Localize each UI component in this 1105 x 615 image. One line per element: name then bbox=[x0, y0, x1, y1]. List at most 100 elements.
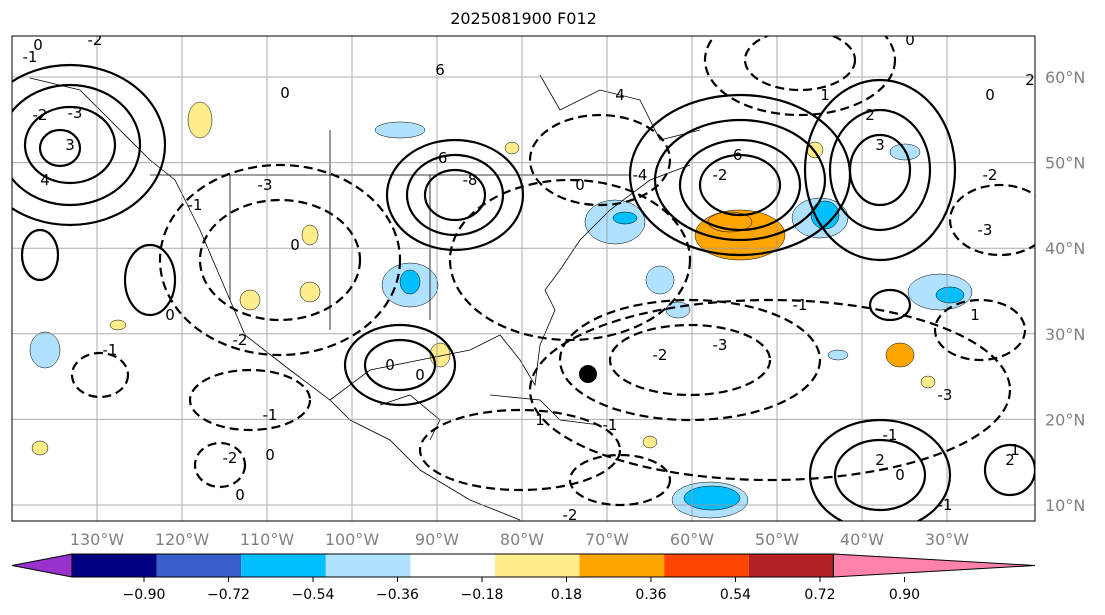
contour-label: -3 bbox=[713, 336, 728, 354]
colorbar-segment bbox=[325, 554, 411, 577]
positive-contour bbox=[20, 228, 60, 282]
contour-label: -1 bbox=[188, 196, 203, 214]
contour-label: -6 bbox=[433, 149, 448, 167]
anomaly-shading bbox=[29, 101, 973, 519]
longitude-label: 120°W bbox=[155, 530, 210, 549]
longitude-label: 130°W bbox=[70, 530, 125, 549]
colorbar-tick-label: 0.36 bbox=[635, 587, 666, 603]
colorbar-tick-label: 0.18 bbox=[551, 587, 582, 603]
latitude-label: 50°N bbox=[1045, 154, 1085, 173]
latitude-label: 60°N bbox=[1045, 68, 1085, 87]
longitude-label: 70°W bbox=[585, 530, 629, 549]
longitude-label: 100°W bbox=[325, 530, 380, 549]
longitude-label: 90°W bbox=[415, 530, 459, 549]
positive-contour bbox=[23, 105, 117, 185]
contour-labels: 0-1-2 -334-20-3-10-2-1-6-864-4-6-2032-2-3… bbox=[23, 31, 1035, 524]
positive-contour bbox=[848, 133, 912, 207]
plot-title: 2025081900 F012 bbox=[450, 9, 597, 28]
anomaly-region bbox=[374, 121, 426, 139]
contour-label: 0 bbox=[575, 176, 585, 194]
negative-contour bbox=[703, 36, 897, 117]
contour-label: 0 bbox=[895, 466, 905, 484]
latitude-label: 10°N bbox=[1045, 496, 1085, 515]
contour-label: -3 bbox=[68, 104, 83, 122]
positive-contour bbox=[343, 323, 457, 407]
contour-label: 0 bbox=[985, 86, 995, 104]
colorbar-tick-label: −0.54 bbox=[292, 587, 335, 603]
colorbar-tick-label: −0.90 bbox=[123, 587, 166, 603]
contour-label: 3 bbox=[65, 136, 75, 154]
negative-contour bbox=[743, 36, 857, 92]
contour-label: -8 bbox=[463, 171, 478, 189]
coastlines bbox=[29, 74, 701, 521]
colorbar-tick-label: 0.90 bbox=[889, 587, 920, 603]
anomaly-region bbox=[683, 485, 741, 511]
contour-label: -2 bbox=[563, 506, 578, 524]
longitude-labels: 130°W 120°W 110°W 100°W 90°W 80°W 70°W 60°W 50°W… bbox=[70, 530, 969, 549]
height-contours bbox=[12, 36, 1035, 521]
negative-contour bbox=[70, 351, 130, 399]
positive-contour bbox=[38, 128, 82, 168]
colorbar-segment bbox=[579, 554, 665, 577]
longitude-label: 40°W bbox=[840, 530, 884, 549]
anomaly-region bbox=[504, 141, 520, 155]
negative-contour bbox=[933, 298, 1027, 362]
contour-label: 1 bbox=[535, 411, 545, 429]
positive-contour bbox=[123, 243, 177, 317]
contour-label: -4 bbox=[633, 166, 648, 184]
positive-contour bbox=[678, 138, 802, 232]
positive-contour bbox=[803, 78, 957, 262]
colorbar-segment bbox=[495, 554, 580, 577]
contour-label: 0 bbox=[265, 446, 275, 464]
longitude-label: 50°W bbox=[755, 530, 799, 549]
contour-label: 2 bbox=[875, 451, 885, 469]
contour-label: -1 bbox=[793, 296, 808, 314]
contour-label: 1 bbox=[820, 86, 830, 104]
anomaly-region bbox=[31, 440, 49, 456]
negative-contour bbox=[418, 408, 622, 492]
negative-contour bbox=[448, 178, 692, 342]
colorbar-frame bbox=[71, 553, 834, 578]
longitude-label: 30°W bbox=[925, 530, 969, 549]
anomaly-region bbox=[885, 342, 915, 368]
anomaly-region bbox=[584, 199, 646, 245]
contour-label: 0 bbox=[905, 31, 915, 49]
colorbar-tick-label: −0.36 bbox=[376, 587, 419, 603]
contour-label: -2 bbox=[653, 346, 668, 364]
positive-contour bbox=[12, 83, 142, 207]
contour-label: -1 bbox=[103, 341, 118, 359]
colorbar-segment bbox=[241, 554, 326, 577]
contour-label: -2 bbox=[33, 106, 48, 124]
latitude-label: 30°N bbox=[1045, 325, 1085, 344]
colorbar-extend-low bbox=[11, 553, 73, 578]
colorbar-segment bbox=[664, 554, 749, 577]
positive-contour bbox=[405, 153, 505, 237]
negative-contour bbox=[188, 368, 312, 432]
anomaly-region bbox=[827, 349, 849, 361]
anomaly-region bbox=[239, 289, 261, 311]
anomaly-region bbox=[299, 281, 321, 303]
lat-lon-grid bbox=[12, 36, 1035, 521]
latitude-labels: 60°N 50°N 40°N 30°N 20°N 10°N bbox=[1045, 68, 1085, 515]
contour-label: 2 bbox=[1025, 71, 1035, 89]
contour-label: 0 bbox=[33, 36, 43, 54]
contour-label: -3 bbox=[258, 176, 273, 194]
contour-label: -6 bbox=[728, 146, 743, 164]
positive-contour bbox=[828, 108, 932, 232]
longitude-label: 110°W bbox=[240, 530, 295, 549]
negative-contour bbox=[193, 441, 247, 489]
contour-label: 3 bbox=[875, 136, 885, 154]
contour-label: -1 bbox=[23, 48, 38, 66]
negative-contour bbox=[198, 198, 362, 322]
contour-label: 0 bbox=[385, 356, 395, 374]
positive-contour bbox=[12, 63, 167, 227]
contour-label: -1 bbox=[263, 406, 278, 424]
contour-label: -1 bbox=[603, 416, 618, 434]
anomaly-region bbox=[920, 375, 936, 389]
contour-label: -3 bbox=[978, 221, 993, 239]
positive-contour bbox=[833, 438, 927, 512]
contour-label: -2 bbox=[713, 166, 728, 184]
positive-contour bbox=[363, 338, 437, 392]
